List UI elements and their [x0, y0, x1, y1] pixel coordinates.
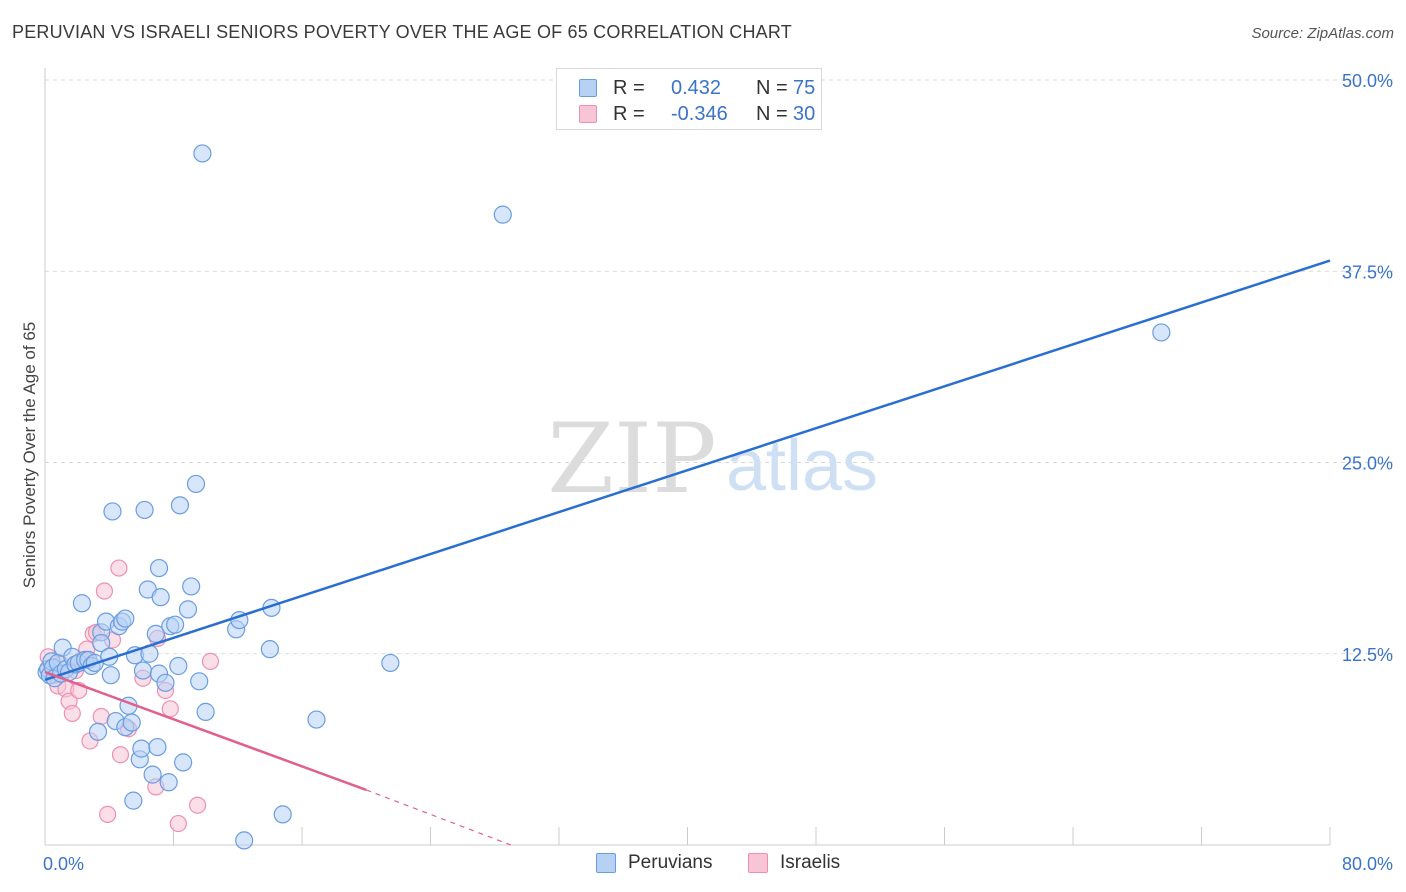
y-axis-label: Seniors Poverty Over the Age of 65: [20, 321, 39, 589]
peruvians-point: [193, 144, 212, 163]
peruvians-point: [151, 588, 170, 607]
peruvians-point: [72, 594, 92, 613]
n-label: N =: [756, 77, 788, 99]
peruvians-point: [169, 656, 188, 676]
y-tick-label: 12.5%: [1342, 645, 1393, 665]
r-label: R =: [613, 77, 645, 99]
peruvians-point: [260, 640, 279, 659]
peruvians-legend-label: Peruvians: [628, 852, 713, 873]
peruvians-point: [273, 805, 292, 824]
israelis-legend-swatch: [748, 853, 768, 873]
peruvians-point: [307, 710, 326, 729]
israelis-point: [95, 582, 114, 600]
n-label: N =: [756, 103, 788, 125]
peruvians-point: [135, 500, 154, 520]
peruvians-point: [88, 722, 108, 741]
peruvians-point: [493, 205, 512, 224]
r-value: 0.432: [671, 77, 722, 99]
watermark: ZIP atlas: [547, 403, 878, 515]
r-value: -0.346: [671, 103, 728, 125]
correlation-legend: R = 0.432 N = 75 R = -0.346 N = 30: [556, 68, 822, 130]
peruvians-point: [156, 673, 175, 692]
peruvians-point: [196, 702, 215, 721]
peruvians-point: [133, 661, 153, 680]
peruvians-trend-line: [44, 259, 1331, 681]
peruvians-point: [159, 773, 178, 792]
peruvians-point: [132, 739, 151, 758]
israelis-point: [63, 704, 81, 723]
peruvians-point: [166, 615, 185, 634]
x-tick-label-max: 80.0%: [1342, 854, 1393, 874]
israelis-point: [188, 796, 207, 814]
y-tick-label: 25.0%: [1342, 454, 1393, 474]
peruvians-point: [174, 753, 193, 772]
y-tick-label: 50.0%: [1342, 71, 1393, 91]
peruvians-point: [1152, 323, 1171, 342]
peruvians-point: [116, 609, 135, 628]
source-credit: Source: ZipAtlas.com: [1251, 25, 1394, 42]
peruvians-point: [103, 502, 122, 521]
peruvians-point: [182, 577, 201, 596]
peruvians-point: [186, 474, 206, 494]
israelis-point: [99, 805, 117, 824]
israelis-trend-line: [44, 670, 367, 792]
israelis-point: [110, 559, 128, 577]
peruvians-point: [143, 765, 162, 784]
axes: [44, 68, 1331, 846]
israelis-points: [39, 559, 220, 833]
israelis-legend-label: Israelis: [780, 852, 841, 873]
israelis-point: [111, 746, 130, 764]
watermark-atlas: atlas: [726, 426, 878, 506]
r-label: R =: [613, 103, 645, 125]
peruvians-point: [381, 653, 400, 673]
tick-labels: 12.5% 25.0% 37.5% 50.0% 0.0% 80.0%: [43, 71, 1393, 874]
gridlines: [45, 79, 1395, 655]
chart-title: PERUVIAN VS ISRAELI SENIORS POVERTY OVER…: [12, 22, 792, 42]
n-value: 75: [793, 77, 816, 99]
israelis-point: [169, 814, 187, 833]
peruvians-swatch: [579, 79, 597, 97]
israelis-point: [161, 700, 179, 718]
peruvians-point: [235, 831, 254, 850]
peruvians-point: [170, 496, 190, 515]
peruvians-point: [190, 672, 209, 691]
peruvians-point: [149, 558, 169, 578]
peruvians-legend-swatch: [596, 853, 616, 873]
x-tick-label-min: 0.0%: [43, 854, 84, 874]
israelis-swatch: [579, 105, 597, 123]
trend-lines: [44, 259, 1331, 846]
peruvians-point: [101, 666, 120, 685]
peruvians-point: [92, 633, 111, 653]
watermark-zip: ZIP: [547, 403, 716, 515]
israelis-point: [201, 652, 220, 671]
peruvians-point: [148, 737, 167, 757]
peruvians-point: [178, 600, 198, 619]
n-value: 30: [793, 103, 816, 125]
peruvians-point: [124, 791, 143, 810]
peruvians-point: [122, 713, 141, 732]
israelis-trend-extension: [366, 789, 512, 846]
y-tick-label: 37.5%: [1342, 262, 1393, 282]
